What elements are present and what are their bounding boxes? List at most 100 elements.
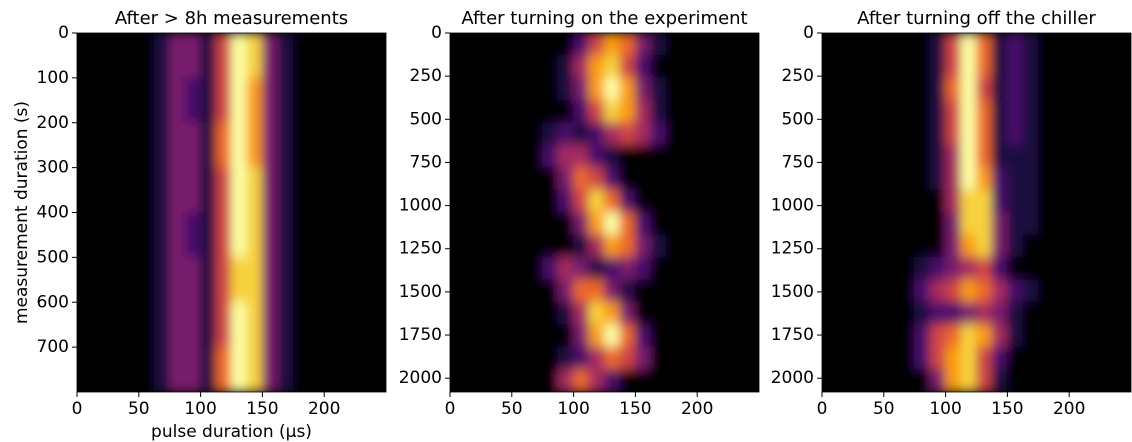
heatmap-cell (960, 54, 977, 79)
heatmap-cell (634, 234, 652, 258)
heatmap-cell (450, 324, 466, 348)
heatmap-cell (1099, 256, 1117, 281)
heatmap-cell (634, 99, 652, 124)
heatmap-cell (169, 77, 186, 124)
heatmap-cell (557, 77, 575, 101)
heatmap-cell (323, 212, 341, 258)
heatmap-cell (511, 99, 528, 124)
heatmap-cell (542, 33, 559, 56)
heatmap-cell (634, 122, 652, 146)
heatmap-cell (867, 256, 885, 281)
heatmap-cell (480, 279, 497, 303)
x-tick-label: 0 (72, 399, 83, 419)
heatmap-cell (727, 99, 745, 124)
heatmap-cell (836, 144, 854, 169)
heatmap-cell (450, 256, 466, 281)
heatmap-cell (261, 167, 279, 213)
heatmap-cell (526, 212, 544, 236)
heatmap-cell (1053, 33, 1070, 56)
heatmap-cell (712, 324, 729, 348)
heatmap-cell (696, 33, 714, 56)
heatmap-cell (526, 256, 544, 281)
heatmap-cell (1053, 279, 1070, 303)
heatmap-cell (557, 189, 575, 213)
y-tick-label: 250 (782, 66, 814, 86)
heatmap-cell (960, 279, 977, 303)
heatmap-cell (557, 122, 575, 146)
heatmap-cell (292, 122, 310, 169)
heatmap-cell (696, 324, 714, 348)
heatmap-cell (323, 301, 341, 348)
heatmap-cell (354, 346, 372, 392)
heatmap-cell (122, 256, 140, 303)
heatmap-cell (960, 369, 977, 392)
heatmap-cell (588, 99, 605, 124)
heatmap-cell (231, 301, 248, 348)
heatmap-cell (852, 301, 869, 326)
heatmap-cell (852, 33, 869, 56)
heatmap-cell (542, 369, 559, 392)
heatmap-cell (339, 77, 356, 124)
heatmap-cell (464, 33, 482, 56)
heatmap-cell (200, 346, 217, 392)
heatmap-cell (991, 77, 1008, 101)
heatmap-cell (215, 122, 232, 169)
heatmap-cell (184, 167, 202, 213)
heatmap-cell (836, 346, 854, 371)
heatmap-cell (77, 256, 93, 303)
heatmap-cell (464, 324, 482, 348)
heatmap-cell (727, 301, 745, 326)
heatmap-cell (1006, 346, 1024, 371)
heatmap-cell (1084, 346, 1101, 371)
heatmap-cell (650, 301, 667, 326)
heatmap-cell (1037, 256, 1055, 281)
heatmap-cell (153, 301, 171, 348)
heatmap-cell (1022, 324, 1039, 348)
heatmap-cell (883, 99, 900, 124)
heatmap-cell (308, 212, 325, 258)
heatmap-cell (495, 301, 513, 326)
heatmap-cell (960, 324, 977, 348)
heatmap-cell (712, 54, 729, 79)
heatmap-cell (480, 54, 497, 79)
x-tick-label: 100 (557, 399, 589, 419)
heatmap-cell (852, 346, 869, 371)
heatmap-cell (945, 122, 962, 146)
heatmap-cell (852, 99, 869, 124)
heatmap-cell (945, 256, 962, 281)
heatmap-cell (712, 279, 729, 303)
heatmap-cell (1084, 212, 1101, 236)
heatmap-cell (1006, 33, 1024, 56)
heatmap-cell (1115, 122, 1131, 146)
heatmap-cell (929, 33, 947, 56)
heatmap-cell (1037, 189, 1055, 213)
heatmap-cell (852, 167, 869, 191)
heatmap-cell (588, 346, 605, 371)
heatmap-cell (619, 369, 636, 392)
heatmap-cell (1037, 33, 1055, 56)
y-tick-label: 0 (58, 23, 69, 43)
y-tick-label: 1000 (771, 196, 814, 216)
heatmap-cell (743, 167, 759, 191)
heatmap-cell (511, 189, 528, 213)
heatmap-cell (1099, 234, 1117, 258)
heatmap-cell (929, 189, 947, 213)
heatmap-cell (634, 301, 652, 326)
heatmap-cell (557, 346, 575, 371)
heatmap-cell (1099, 167, 1117, 191)
heatmap-cell (480, 256, 497, 281)
heatmap-cell (822, 256, 838, 281)
heatmap-cell (619, 99, 636, 124)
heatmap-cell (122, 301, 140, 348)
heatmap-cell (1022, 301, 1039, 326)
heatmap-cell (138, 212, 155, 258)
heatmap-cell (464, 346, 482, 371)
heatmap-cell (200, 77, 217, 124)
heatmap-cell (650, 234, 667, 258)
heatmap-cell (354, 212, 372, 258)
heatmap-cell (822, 369, 838, 392)
heatmap-cell (665, 189, 683, 213)
heatmap-cell (883, 256, 900, 281)
heatmap-cell (1006, 279, 1024, 303)
heatmap-cell (1022, 189, 1039, 213)
